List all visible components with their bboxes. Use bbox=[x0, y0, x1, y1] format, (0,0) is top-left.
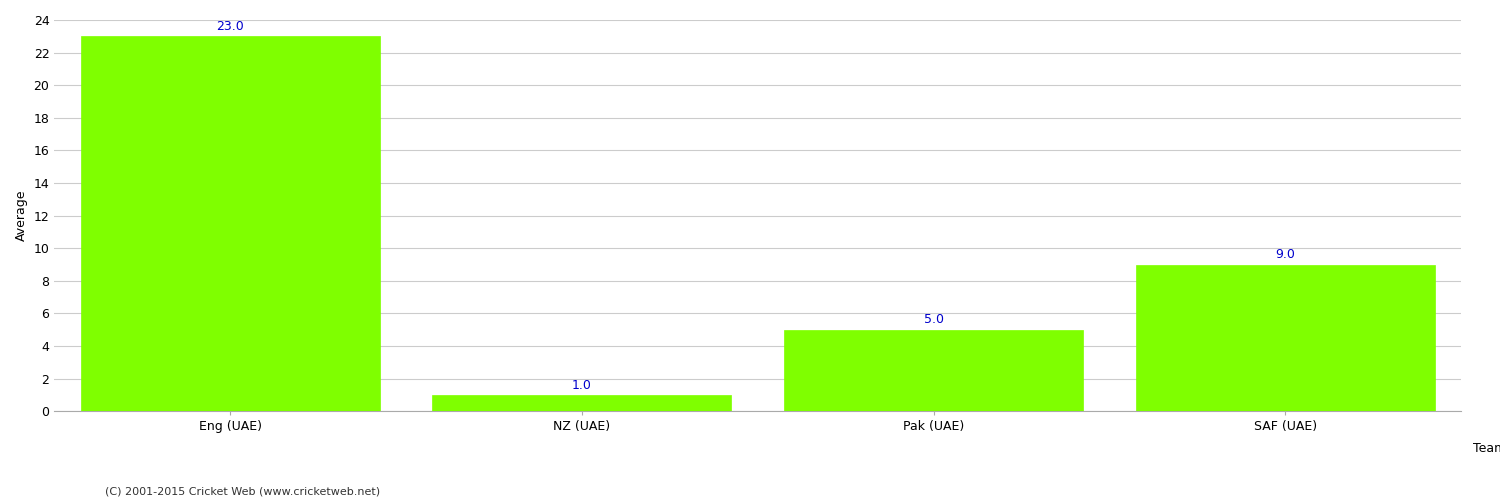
Text: 5.0: 5.0 bbox=[924, 314, 944, 326]
Bar bbox=[432, 395, 732, 411]
Bar bbox=[1136, 264, 1436, 411]
Bar bbox=[784, 330, 1083, 411]
Text: (C) 2001-2015 Cricket Web (www.cricketweb.net): (C) 2001-2015 Cricket Web (www.cricketwe… bbox=[105, 487, 380, 497]
Y-axis label: Average: Average bbox=[15, 190, 28, 242]
Bar bbox=[81, 36, 380, 411]
Text: 1.0: 1.0 bbox=[572, 378, 592, 392]
Text: 9.0: 9.0 bbox=[1275, 248, 1296, 261]
Text: 23.0: 23.0 bbox=[216, 20, 244, 33]
X-axis label: Team: Team bbox=[1473, 442, 1500, 456]
